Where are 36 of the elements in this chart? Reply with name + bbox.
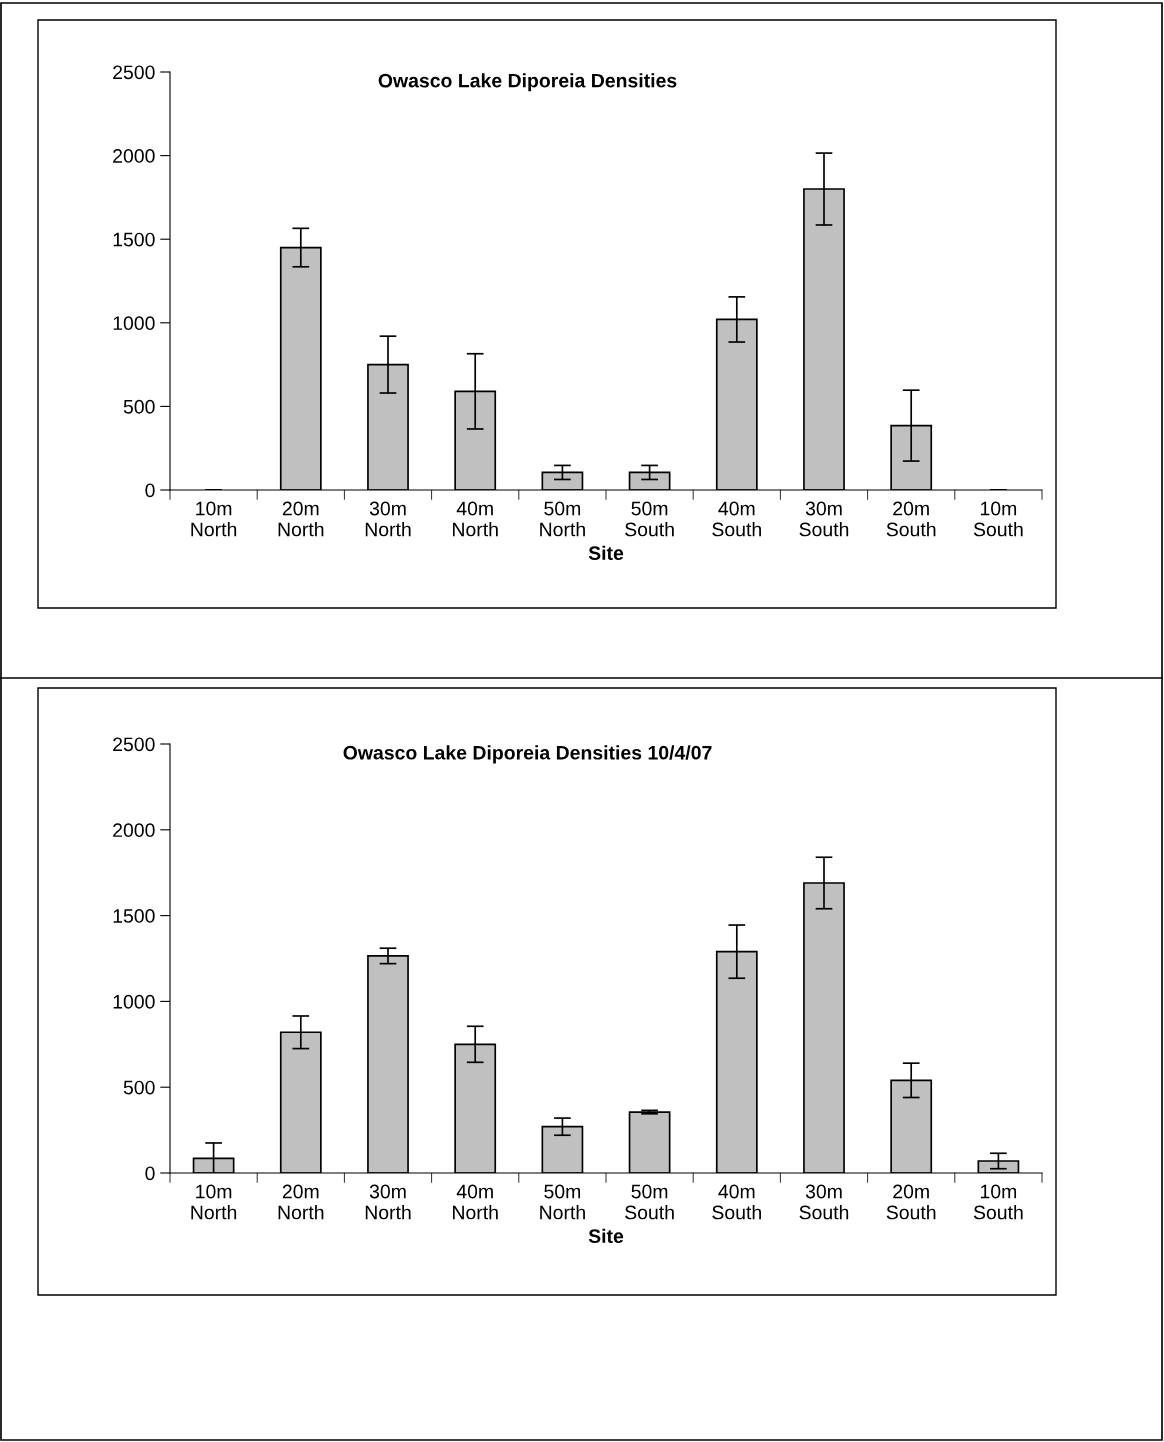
y-tick-label: 0 [145, 1166, 155, 1181]
y-tick-label: 2000 [113, 823, 155, 838]
y-tick-label: 500 [123, 1080, 155, 1095]
chart-title: Owasco Lake Diporeia Densities [378, 73, 677, 92]
y-tick-label: 2000 [113, 149, 155, 163]
x-tick-label: 50m South [625, 501, 674, 537]
x-tick-label: 40m South [712, 501, 761, 537]
x-tick-label: 10m South [973, 1184, 1023, 1220]
y-tick-label: 1000 [113, 316, 155, 331]
y-tick-label: 1500 [113, 232, 155, 247]
x-axis-title: Site [588, 545, 624, 561]
x-tick-label: 10m South [973, 501, 1023, 537]
x-tick-label: 40m North [453, 501, 498, 537]
x-tick-label: 40m North [453, 1184, 498, 1220]
x-tick-label: 50m North [540, 501, 585, 537]
y-tick-label: 1000 [113, 994, 155, 1009]
x-tick-label: 20m North [278, 501, 324, 537]
x-tick-label: 20m South [886, 1184, 936, 1220]
x-tick-label: 50m North [540, 1184, 585, 1220]
x-tick-label: 10m North [191, 1184, 237, 1220]
y-tick-label: 2500 [113, 737, 155, 752]
x-tick-label: 20m North [278, 1184, 324, 1220]
y-tick-label: 500 [123, 399, 155, 414]
x-tick-label: 20m South [886, 501, 936, 537]
x-tick-label: 30m North [365, 1184, 411, 1220]
x-tick-label: 30m South [799, 1184, 849, 1220]
y-tick-label: 0 [145, 483, 155, 498]
y-tick-label: 2500 [113, 65, 155, 80]
x-tick-label: 10m North [191, 501, 237, 537]
y-tick-label: 1500 [113, 909, 155, 923]
x-tick-label: 50m South [625, 1184, 674, 1220]
x-axis-title: Site [588, 1228, 624, 1244]
chart-title: Owasco Lake Diporeia Densities 10/4/07 [343, 745, 712, 764]
x-tick-label: 30m South [799, 501, 849, 537]
x-tick-label: 40m South [712, 1184, 761, 1220]
x-tick-label: 30m North [365, 501, 411, 537]
